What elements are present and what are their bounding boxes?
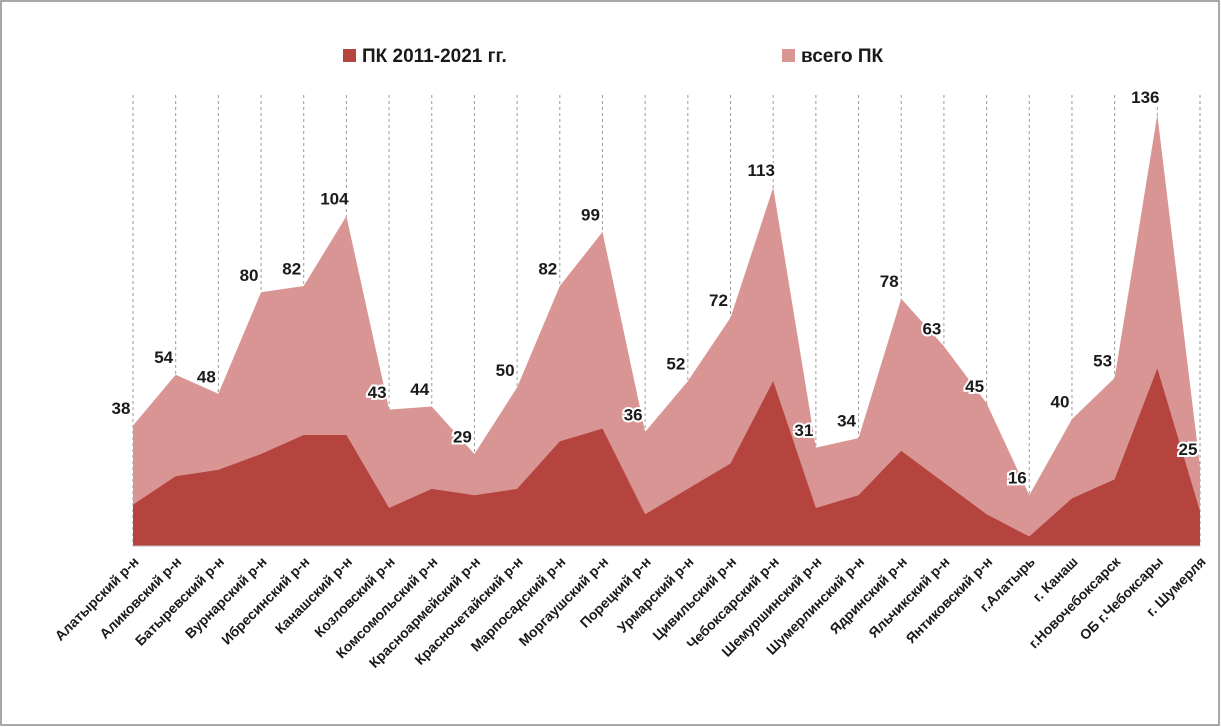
data-label: 52 bbox=[666, 355, 685, 374]
data-label: 34 bbox=[837, 412, 856, 431]
data-label: 78 bbox=[880, 272, 899, 291]
data-label: 54 bbox=[154, 348, 173, 367]
data-label: 36 bbox=[624, 405, 643, 424]
data-label: 50 bbox=[496, 361, 515, 380]
legend-label: всего ПК bbox=[801, 46, 884, 67]
data-label: 25 bbox=[1179, 440, 1198, 459]
data-label: 113 bbox=[747, 161, 774, 180]
data-label: 82 bbox=[538, 259, 557, 278]
data-label: 40 bbox=[1050, 393, 1069, 412]
data-label: 45 bbox=[965, 377, 984, 396]
data-label: 38 bbox=[112, 399, 131, 418]
area bbox=[133, 368, 1200, 546]
data-label: 104 bbox=[320, 190, 349, 209]
data-label: 136 bbox=[1131, 88, 1159, 107]
data-label: 16 bbox=[1008, 469, 1027, 488]
legend-label: ПК 2011-2021 гг. bbox=[362, 46, 507, 67]
area bbox=[133, 114, 1200, 546]
data-label: 43 bbox=[368, 383, 387, 402]
legend-swatch bbox=[782, 49, 795, 62]
data-label: 44 bbox=[410, 380, 429, 399]
data-label: 63 bbox=[922, 320, 941, 339]
data-label: 31 bbox=[794, 421, 813, 440]
data-label: 80 bbox=[240, 266, 259, 285]
data-label: 29 bbox=[453, 428, 472, 447]
data-label: 82 bbox=[282, 259, 301, 278]
data-label: 72 bbox=[709, 291, 728, 310]
data-label: 53 bbox=[1093, 351, 1112, 370]
data-label: 48 bbox=[197, 367, 216, 386]
data-label: 99 bbox=[581, 206, 600, 225]
legend-swatch bbox=[343, 49, 356, 62]
